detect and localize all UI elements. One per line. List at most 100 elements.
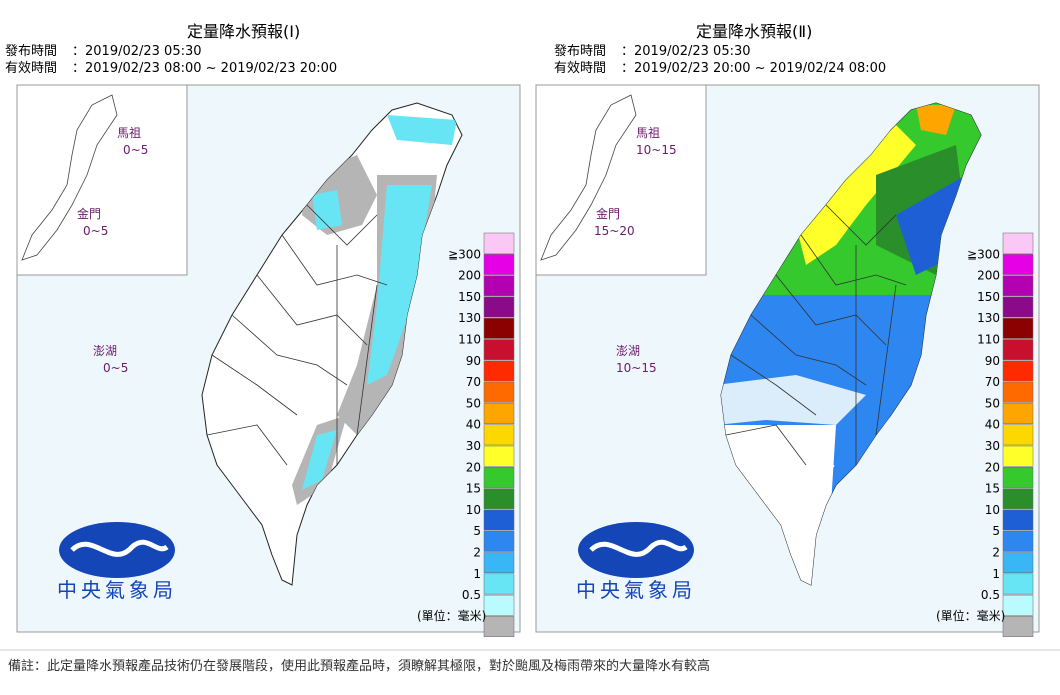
legend-unit: (單位：毫米) [936, 608, 1005, 623]
legend-label: ≧300 [448, 247, 481, 261]
legend-label: 0.5 [981, 588, 1000, 602]
logo-text: 中央氣象局 [57, 578, 177, 602]
legend-swatch [1002, 317, 1034, 339]
legend-swatch [483, 467, 515, 488]
county-borders [206, 204, 388, 466]
logo-emblem [59, 522, 175, 578]
legend-swatch [1002, 573, 1034, 595]
legend-label: 150 [458, 290, 481, 304]
legend-label: 2 [992, 546, 1000, 560]
legend-swatch [1002, 254, 1034, 275]
logo-emblem [578, 522, 694, 578]
valid-time: ：2019/02/23 20:00 ~ 2019/02/24 08:00 [621, 61, 886, 76]
logo-text: 中央氣象局 [576, 578, 696, 602]
island-name: 金門 [77, 206, 101, 221]
legend-swatch [483, 403, 515, 424]
footer-note: 備註：此定量降水預報產品技術仍在發展階段，使用此預報產品時，須瞭解其極限，對於颱… [8, 658, 710, 674]
legend-label: 20 [466, 460, 481, 474]
legend-label: 70 [466, 375, 481, 389]
legend-swatch [1002, 275, 1034, 297]
legend-label: 110 [458, 333, 481, 347]
legend-swatch [1002, 530, 1034, 552]
island-name: 馬祖 [636, 125, 660, 140]
legend-label: 1 [992, 567, 1000, 581]
legend-swatch [483, 317, 515, 339]
legend-label: 5 [473, 524, 481, 538]
legend-swatch [483, 573, 515, 595]
legend-swatch [1002, 616, 1034, 637]
legend-label: 90 [466, 354, 481, 368]
valid-label: 有效時間 [554, 61, 606, 76]
legend-swatch [1002, 488, 1034, 510]
legend-swatch [1002, 467, 1034, 488]
legend-swatch [1002, 403, 1034, 424]
legend-swatch [1002, 296, 1034, 318]
legend-label: 200 [458, 269, 481, 283]
legend-label: ≧300 [967, 247, 1000, 261]
island-name: 澎湖 [93, 343, 117, 358]
legend-label: 200 [977, 269, 1000, 283]
legend-swatch [1002, 552, 1034, 574]
issued-time: ：2019/02/23 05:30 [72, 44, 202, 59]
logo-swirl [589, 539, 688, 557]
island-range: 15~20 [594, 224, 635, 238]
legend-swatch [1002, 424, 1034, 446]
legend-swatch [483, 360, 515, 382]
island-name: 馬祖 [117, 125, 141, 140]
legend-swatch [1002, 232, 1034, 254]
mainland-coast [540, 94, 637, 261]
legend-swatch [483, 509, 515, 531]
legend-label: 30 [985, 439, 1000, 453]
legend-label: 0.5 [462, 588, 481, 602]
island-range: 0~5 [103, 361, 128, 375]
legend-label: 5 [992, 524, 1000, 538]
legend-swatch [483, 552, 515, 574]
legend-swatch [483, 594, 515, 616]
valid-time: ：2019/02/23 08:00 ~ 2019/02/23 20:00 [72, 61, 337, 76]
island-name: 金門 [596, 206, 620, 221]
island-range: 10~15 [616, 361, 657, 375]
panel-title: 定量降水預報(Ⅰ) [187, 22, 300, 41]
legend-label: 15 [466, 482, 481, 496]
legend-label: 50 [466, 396, 481, 410]
legend-swatch [483, 530, 515, 552]
panel: 定量降水預報(Ⅱ) 發布時間 ：2019/02/23 05:30 有效時間 ：2… [535, 22, 1040, 637]
legend-label: 30 [466, 439, 481, 453]
issued-label: 發布時間 [554, 44, 606, 59]
legend-swatch [1002, 360, 1034, 382]
legend-swatch [483, 296, 515, 318]
valid-label: 有效時間 [5, 61, 57, 76]
legend-swatch [483, 254, 515, 275]
issued-time: ：2019/02/23 05:30 [621, 44, 751, 59]
legend-label: 10 [466, 503, 481, 517]
legend-swatch [1002, 509, 1034, 531]
legend-label: 2 [473, 546, 481, 560]
legend-swatch [1002, 381, 1034, 403]
legend-swatch [1002, 339, 1034, 361]
island-range: 0~5 [123, 143, 148, 157]
legend-label: 70 [985, 375, 1000, 389]
legend: ≧300 200 150 130 110 90 70 50 40 30 20 15 10 5 2 1 0.5 [967, 232, 1034, 637]
mainland-coast [21, 94, 118, 261]
legend-swatch [483, 445, 515, 467]
legend-swatch [483, 424, 515, 446]
county-borders [725, 204, 907, 466]
legend-swatch [483, 339, 515, 361]
legend-label: 150 [977, 290, 1000, 304]
legend-label: 90 [985, 354, 1000, 368]
legend-label: 10 [985, 503, 1000, 517]
legend-label: 40 [466, 418, 481, 432]
legend-label: 40 [985, 418, 1000, 432]
legend-unit: (單位：毫米) [417, 608, 486, 623]
logo-swirl [70, 539, 169, 557]
legend-swatch [483, 275, 515, 297]
legend-label: 130 [977, 311, 1000, 325]
legend-label: 110 [977, 333, 1000, 347]
legend-label: 20 [985, 460, 1000, 474]
panel: 定量降水預報(Ⅰ) 發布時間 ：2019/02/23 05:30 有效時間 ：2… [5, 22, 521, 637]
legend-swatch [483, 381, 515, 403]
legend-label: 1 [473, 567, 481, 581]
island-range: 10~15 [636, 143, 677, 157]
